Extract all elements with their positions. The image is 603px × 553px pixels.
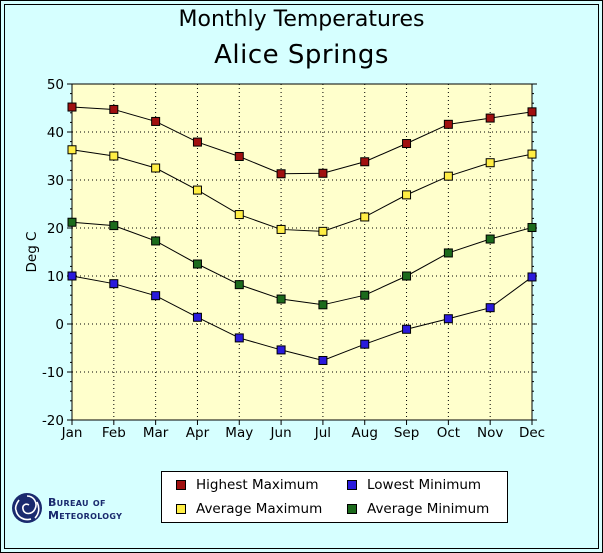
y-tick-label: 10 — [47, 269, 64, 285]
data-point — [318, 300, 328, 310]
data-point — [192, 137, 202, 147]
series-line — [71, 221, 533, 306]
x-tick-label: Nov — [477, 425, 503, 441]
data-point — [192, 259, 202, 269]
data-point — [318, 355, 328, 365]
x-tick-label: May — [225, 425, 253, 441]
legend-label: Lowest Minimum — [367, 477, 482, 493]
data-point — [151, 236, 161, 246]
data-point — [485, 113, 495, 123]
x-tick-label: Jan — [61, 425, 83, 441]
data-point — [276, 169, 286, 179]
y-tick-label: 40 — [47, 125, 64, 141]
chart-frame-inner-border — [4, 4, 599, 549]
data-point — [109, 221, 119, 231]
data-point — [318, 168, 328, 178]
data-point — [234, 151, 244, 161]
data-point — [192, 185, 202, 195]
legend-label: Highest Maximum — [196, 477, 319, 493]
data-point — [318, 226, 328, 236]
data-point — [109, 279, 119, 289]
logo-line-2: Meteorology — [48, 509, 123, 522]
legend-swatch-lowest-minimum — [347, 480, 357, 490]
data-point — [360, 157, 370, 167]
data-point — [443, 314, 453, 324]
axes: -20 -10 0 10 20 30 40 50 Jan Feb Mar Apr May Jun Jul Au… — [42, 77, 545, 441]
data-point — [402, 324, 412, 334]
chart-title: Monthly Temperatures — [178, 7, 425, 32]
x-tick-label: Feb — [102, 425, 126, 441]
data-point — [67, 271, 77, 281]
data-point — [527, 223, 537, 233]
data-point — [276, 224, 286, 234]
data-point — [234, 280, 244, 290]
chart-subtitle: Alice Springs — [214, 40, 389, 70]
logo-line-1: Bureau of — [48, 496, 106, 509]
x-tick-label: Aug — [352, 425, 378, 441]
data-point — [485, 158, 495, 168]
data-point — [192, 312, 202, 322]
data-point — [109, 104, 119, 114]
data-point — [234, 210, 244, 220]
y-tick-label: 50 — [47, 77, 64, 93]
data-point — [109, 151, 119, 161]
line-chart: -20 -10 0 10 20 30 40 50 Jan Feb Mar Apr May Jun Jul Au… — [24, 77, 545, 441]
series-line — [71, 275, 533, 362]
legend-label: Average Maximum — [196, 501, 323, 517]
data-point — [402, 271, 412, 281]
data-point — [360, 339, 370, 349]
x-tick-label: Jun — [270, 425, 292, 441]
data-point — [276, 345, 286, 355]
x-tick-label: Dec — [519, 425, 545, 441]
data-point — [151, 116, 161, 126]
x-tick-label: Mar — [143, 425, 169, 441]
x-tick-label: Apr — [186, 425, 210, 441]
x-tick-label: Oct — [437, 425, 460, 441]
data-point — [67, 217, 77, 227]
data-point — [485, 234, 495, 244]
chart-legend: Highest Maximum Lowest Minimum Average M… — [161, 471, 508, 523]
legend-swatch-average-maximum — [176, 504, 186, 514]
series-line — [71, 149, 533, 232]
y-tick-label: 0 — [55, 317, 64, 333]
series-lines — [67, 102, 537, 365]
data-point — [443, 248, 453, 258]
data-point — [151, 291, 161, 301]
data-point — [485, 303, 495, 313]
data-point — [527, 107, 537, 117]
data-point — [360, 290, 370, 300]
data-point — [527, 149, 537, 159]
data-point — [402, 139, 412, 149]
x-tick-label: Sep — [394, 425, 419, 441]
data-point — [402, 190, 412, 200]
legend-label: Average Minimum — [367, 501, 490, 517]
data-point — [67, 145, 77, 155]
gridlines — [72, 84, 532, 420]
data-point — [151, 163, 161, 173]
logo-text: Bureau of Meteorology — [48, 496, 122, 522]
y-tick-label: -20 — [42, 413, 64, 429]
series-line — [71, 106, 533, 175]
data-point — [234, 333, 244, 343]
y-tick-label: 20 — [47, 221, 64, 237]
bureau-of-meteorology-logo-icon — [12, 493, 42, 523]
data-point — [443, 119, 453, 129]
data-point — [67, 102, 77, 112]
data-point — [360, 212, 370, 222]
legend-swatch-average-minimum — [347, 504, 357, 514]
data-point — [443, 171, 453, 181]
legend-swatch-highest-maximum — [176, 480, 186, 490]
data-point — [527, 272, 537, 282]
y-axis-label: Deg C — [24, 232, 40, 273]
plot-area — [71, 83, 533, 421]
data-point — [276, 294, 286, 304]
x-tick-label: Jul — [314, 425, 331, 441]
y-tick-label: -10 — [42, 365, 64, 381]
y-tick-label: 30 — [47, 173, 64, 189]
